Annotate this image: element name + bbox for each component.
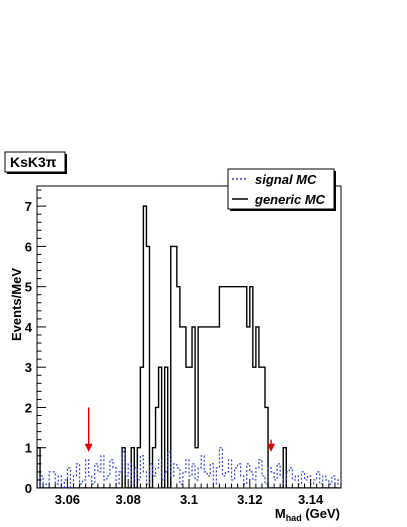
histogram-generic-mc [37, 205, 341, 488]
y-tick-label: 2 [25, 400, 32, 415]
axis-layer: 3.06 3.08 3.1 3.12 3.14 0 1 2 3 4 5 6 7 [25, 189, 342, 507]
title-box: KsK3π [4, 151, 67, 174]
legend-label-generic: generic MC [254, 192, 326, 207]
series-layer [37, 205, 341, 488]
chart-title: KsK3π [10, 154, 57, 170]
x-axis-title-sub: had [286, 513, 302, 523]
x-tick-label: 3.08 [116, 492, 141, 507]
y-tick-label: 1 [25, 441, 32, 456]
x-axis-title: Mhad (GeV) [275, 506, 340, 523]
plot-frame [36, 185, 342, 489]
x-tick-label: 3.14 [298, 492, 324, 507]
arrow-head-0 [84, 443, 93, 452]
x-tick-label: 3.1 [180, 492, 198, 507]
y-tick-label: 5 [25, 280, 32, 295]
x-axis-title-unit: (GeV) [302, 506, 340, 521]
legend: signal MC generic MC [227, 168, 336, 211]
x-axis-title-main: M [275, 506, 286, 521]
y-axis-title: Events/MeV [9, 268, 24, 341]
y-tick-label: 0 [25, 481, 32, 496]
y-tick-label: 3 [25, 360, 32, 375]
arrow-head-1 [267, 443, 276, 452]
legend-label-signal: signal MC [255, 172, 317, 187]
annotation-layer [84, 407, 276, 452]
histogram-signal-mc [37, 447, 341, 488]
x-tick-label: 3.06 [55, 492, 80, 507]
x-tick-label: 3.12 [237, 492, 262, 507]
y-tick-label: 4 [25, 320, 33, 335]
y-tick-label: 6 [25, 239, 32, 254]
y-tick-label: 7 [25, 199, 32, 214]
